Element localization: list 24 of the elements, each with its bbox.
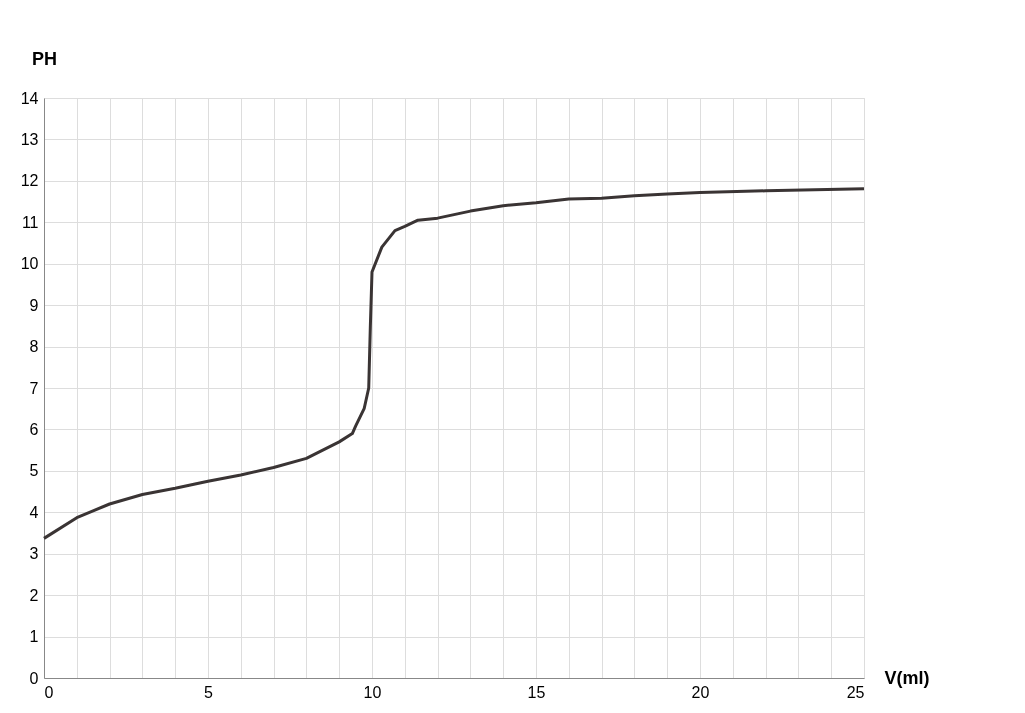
y-tick-label: 3 <box>29 545 39 563</box>
y-tick-label: 9 <box>29 296 39 314</box>
y-axis-title: PH <box>31 48 58 69</box>
y-tick-label: 4 <box>29 503 39 521</box>
y-tick-label: 8 <box>29 338 39 356</box>
x-tick-label: 15 <box>527 683 546 701</box>
y-tick-label: 0 <box>29 669 39 687</box>
x-tick-label: 5 <box>204 683 214 701</box>
line-series <box>42 187 866 540</box>
x-axis-title: V(ml) <box>884 667 930 688</box>
y-tick-label: 2 <box>29 586 39 604</box>
y-tick-label: 7 <box>29 379 39 397</box>
y-tick-label: 5 <box>29 462 39 480</box>
x-tick-label: 25 <box>846 683 865 701</box>
y-tick-label: 11 <box>21 213 39 231</box>
y-tick-label: 6 <box>29 420 39 438</box>
y-tick-label: 12 <box>20 172 39 190</box>
y-tick-label: 10 <box>20 255 39 273</box>
x-tick-label: 20 <box>691 683 710 701</box>
y-tick-label: 14 <box>20 89 39 107</box>
y-tick-label: 13 <box>20 130 39 148</box>
y-tick-label: 1 <box>29 628 39 646</box>
x-tick-label: 0 <box>44 683 54 701</box>
x-tick-label: 10 <box>363 683 382 701</box>
